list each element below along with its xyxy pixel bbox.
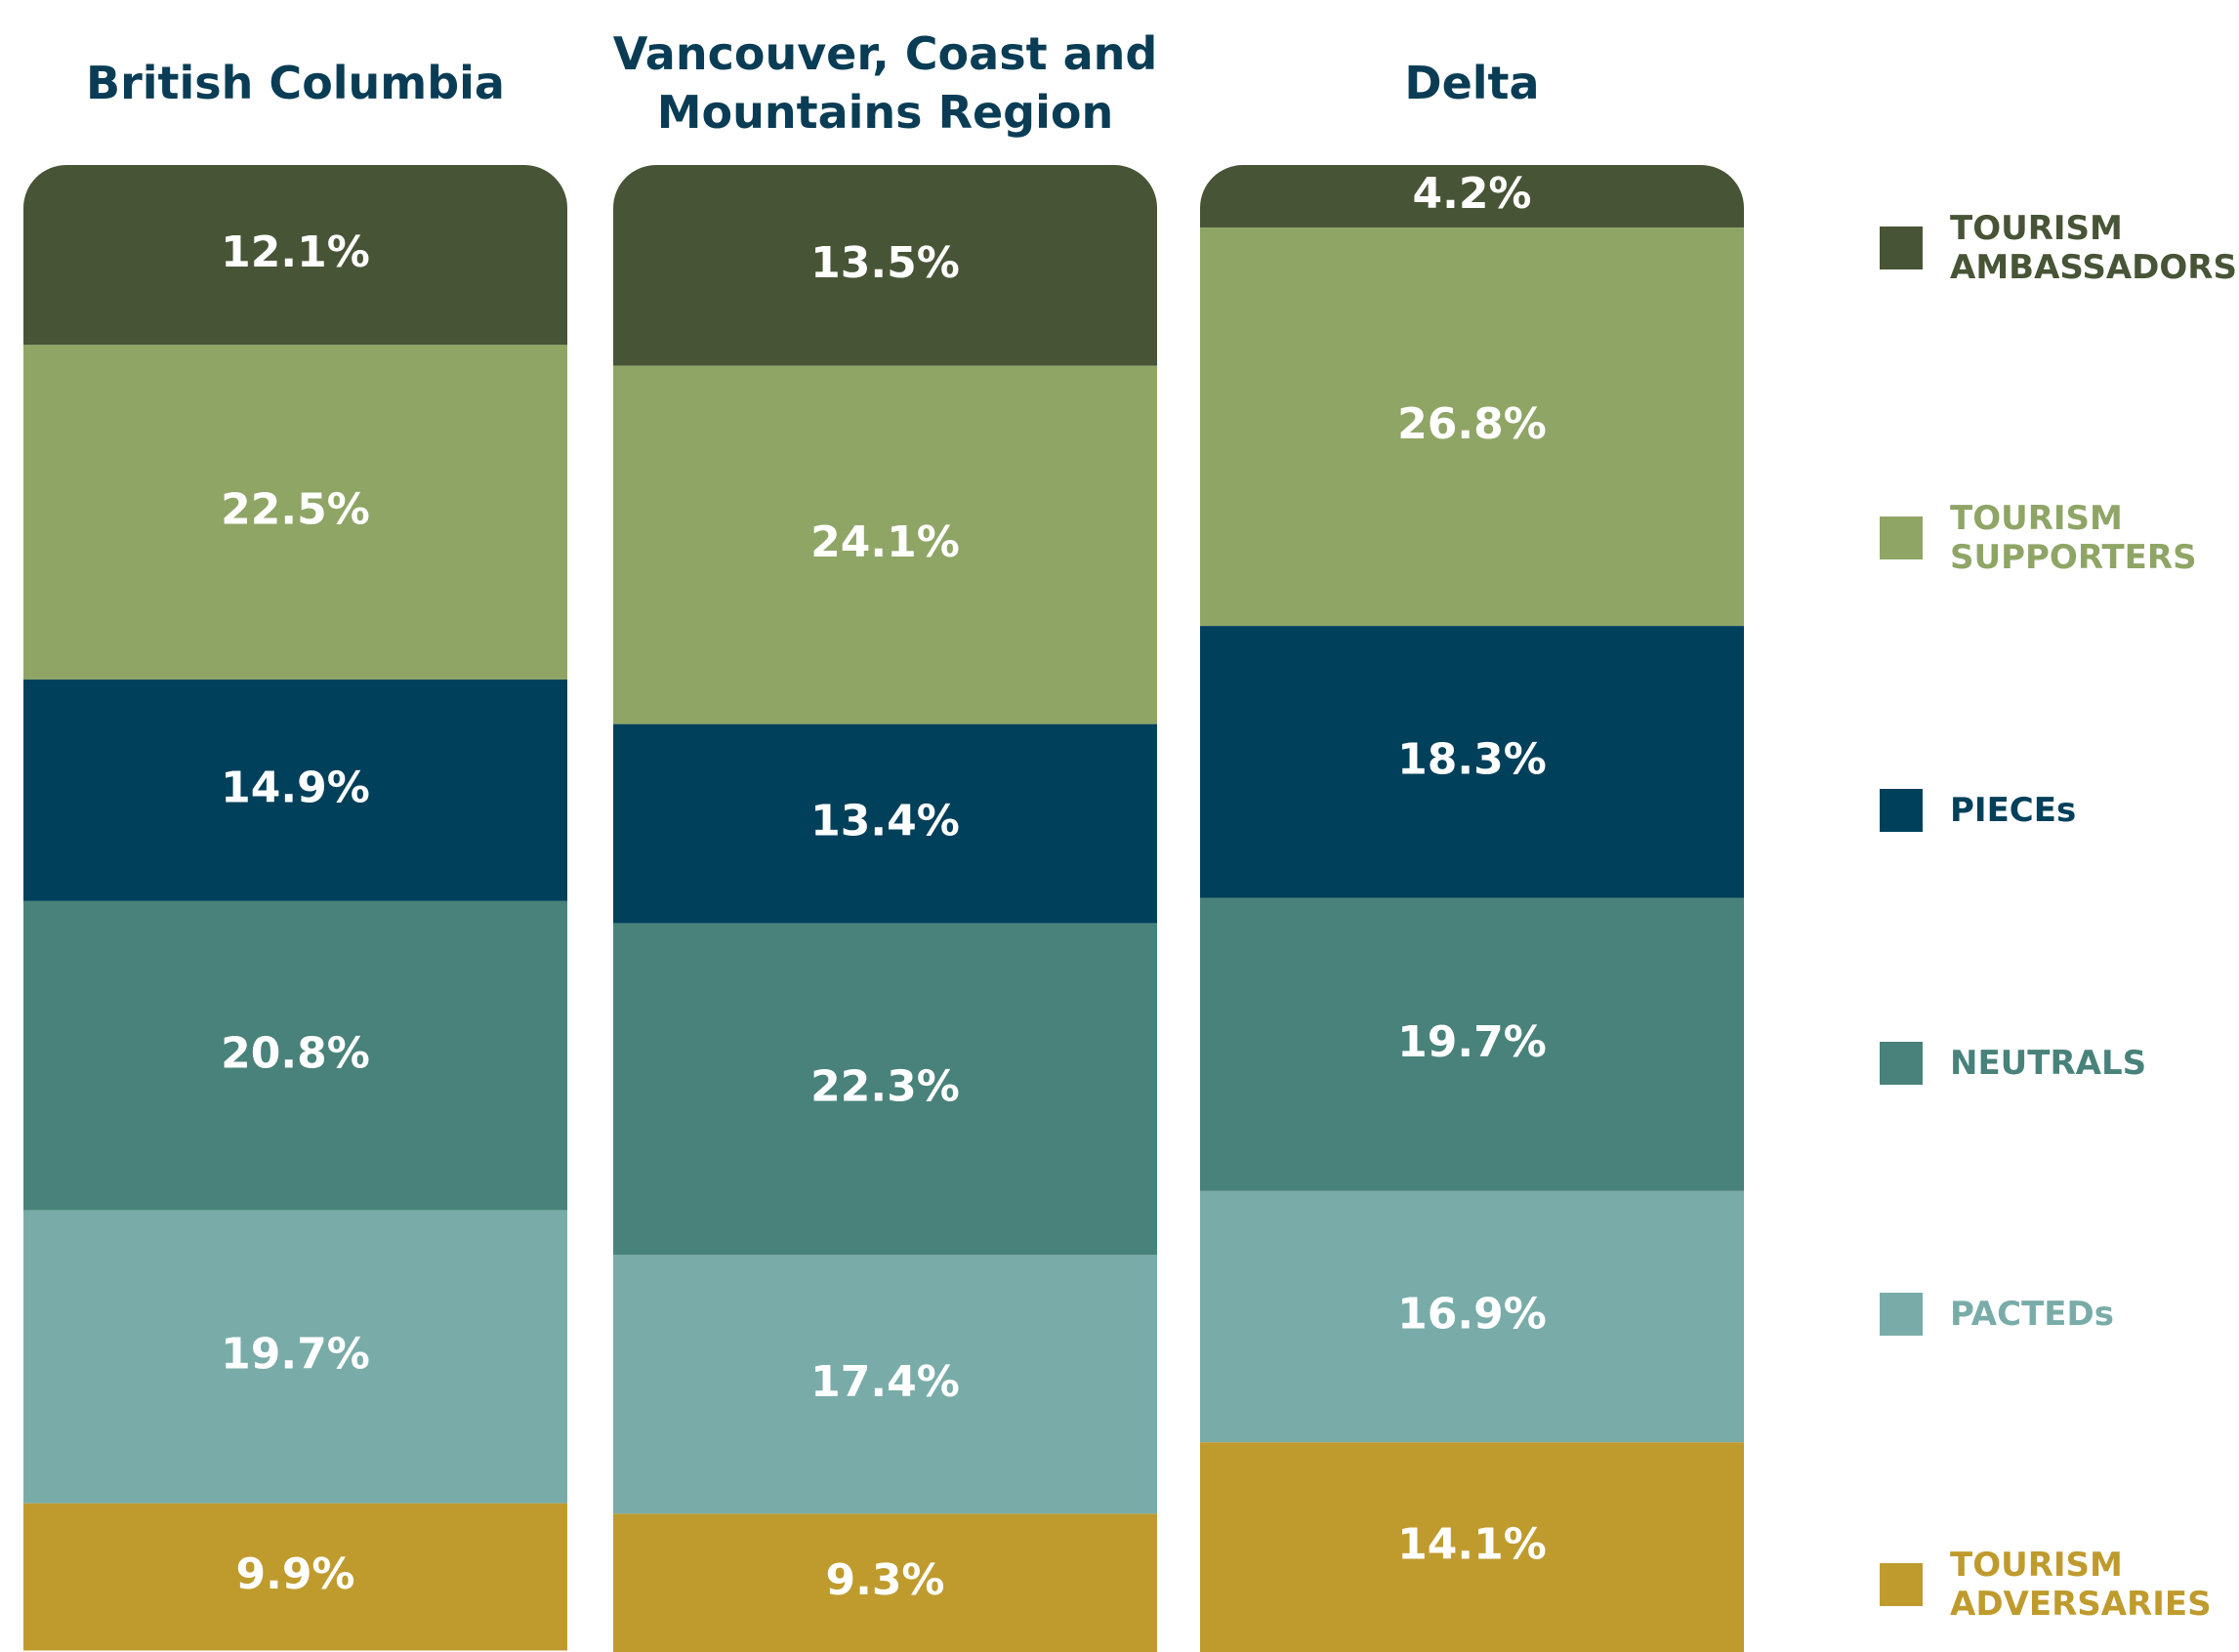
legend-item: PACTEDs (1880, 1275, 2231, 1353)
value-label: 19.7% (1397, 1017, 1547, 1067)
bar-segment (23, 900, 567, 1211)
bar-segment (23, 679, 567, 901)
bar-segment (613, 365, 1157, 724)
legend-label: NEUTRALS (1950, 1044, 2147, 1083)
legend-label: PACTEDs (1950, 1295, 2114, 1334)
value-label: 19.7% (221, 1330, 370, 1380)
legend-item: TOURISM SUPPORTERS (1880, 499, 2231, 577)
legend-swatch (1880, 1042, 1923, 1085)
bar-segment (613, 165, 1157, 366)
column-title: British Columbia (86, 57, 505, 109)
bar-segment (1200, 227, 1744, 627)
value-label: 4.2% (1412, 169, 1531, 219)
bar-segment (613, 723, 1157, 924)
bar-segment (1200, 626, 1744, 898)
bar-segment (23, 345, 567, 680)
bar-segment (23, 165, 567, 346)
bar-segment (1200, 897, 1744, 1191)
legend-swatch (1880, 789, 1923, 832)
legend-swatch (1880, 1563, 1923, 1606)
bar-segment (613, 1513, 1157, 1652)
value-label: 13.5% (810, 238, 960, 288)
column-title: Delta (1404, 57, 1540, 109)
value-label: 14.9% (221, 763, 370, 812)
legend-swatch (1880, 1293, 1923, 1336)
value-label: 13.4% (810, 797, 960, 847)
value-label: 22.3% (810, 1062, 960, 1112)
value-label: 17.4% (810, 1357, 960, 1407)
bar-stack (613, 165, 1157, 1652)
bar-segment (1200, 1190, 1744, 1443)
legend-label: TOURISM SUPPORTERS (1950, 499, 2197, 577)
bar-segment (23, 1503, 567, 1651)
value-label: 16.9% (1397, 1290, 1547, 1340)
value-label: 14.1% (1397, 1520, 1547, 1570)
legend-item: TOURISM ADVERSARIES (1880, 1546, 2231, 1624)
value-label: 22.5% (221, 485, 370, 535)
value-label: 12.1% (221, 227, 370, 277)
legend-swatch (1880, 227, 1923, 269)
legend-label: PIECEs (1950, 791, 2077, 830)
legend-label: TOURISM ADVERSARIES (1950, 1546, 2212, 1624)
legend-item: TOURISM AMBASSADORS (1880, 209, 2237, 287)
value-label: 18.3% (1397, 734, 1547, 784)
legend-item: NEUTRALS (1880, 1024, 2231, 1102)
value-label: 24.1% (810, 517, 960, 567)
bar-segment (613, 923, 1157, 1256)
bar-segment (1200, 1442, 1744, 1652)
value-label: 9.3% (825, 1555, 944, 1605)
bar-segment (1200, 165, 1744, 227)
bar-stack (23, 165, 567, 1651)
bar-stack (1200, 165, 1744, 1652)
legend-swatch (1880, 516, 1923, 559)
column-title: Vancouver, Coast and Mountains Region (612, 27, 1158, 139)
bar-segment (613, 1255, 1157, 1514)
value-label: 20.8% (221, 1028, 370, 1078)
bar-segment (23, 1210, 567, 1504)
legend-label: TOURISM AMBASSADORS (1950, 209, 2237, 287)
legend-item: PIECEs (1880, 771, 2231, 849)
value-label: 9.9% (235, 1549, 354, 1599)
value-label: 26.8% (1397, 399, 1547, 449)
